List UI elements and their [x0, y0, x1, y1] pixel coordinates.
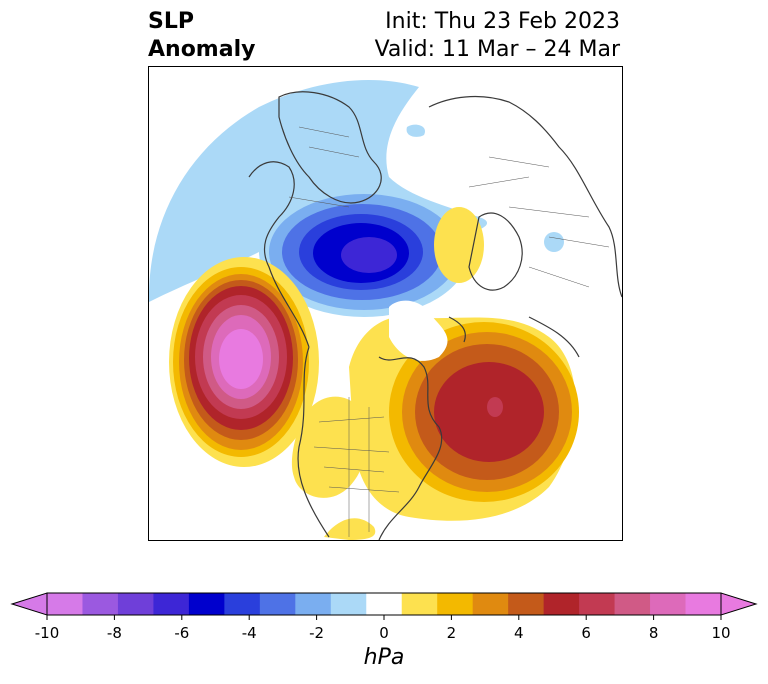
title-line-1: SLP — [148, 9, 194, 34]
colorbar-tick-label: -2 — [309, 624, 324, 642]
map-title: SLP Anomaly — [148, 8, 255, 64]
colorbar-extend-max — [720, 592, 758, 616]
colorbar-tick-label: 10 — [711, 624, 730, 642]
valid-range: Valid: 11 Mar – 24 Mar — [374, 37, 620, 62]
colorbar-tick-label: 0 — [379, 624, 389, 642]
colorbar-tick-label: 2 — [447, 624, 457, 642]
atlantic-high — [349, 316, 579, 521]
slp-anomaly-map — [148, 66, 623, 541]
colorbar-swatch — [224, 593, 261, 615]
borders — [288, 126, 610, 537]
colorbar-swatch — [508, 593, 545, 615]
coastlines — [248, 91, 622, 540]
title-line-2: Anomaly — [148, 37, 256, 62]
colorbar-unit: hPa — [363, 645, 405, 670]
colorbar-tick-label: 6 — [581, 624, 591, 642]
colorbar-swatch — [330, 593, 367, 615]
arctic-low — [259, 187, 469, 317]
colorbar-swatch — [366, 593, 403, 615]
colorbar-swatch — [259, 593, 296, 615]
colorbar-swatch — [614, 593, 651, 615]
colorbar-tick-label: 8 — [649, 624, 659, 642]
colorbar-swatch — [543, 593, 580, 615]
colorbar-swatch — [437, 593, 474, 615]
colorbar-swatch — [82, 593, 119, 615]
pacific-high — [169, 257, 319, 467]
colorbar-swatch — [401, 593, 438, 615]
colorbar-swatch — [153, 593, 190, 615]
colorbar-swatch — [472, 593, 509, 615]
colorbar-swatch — [117, 593, 154, 615]
colorbar-tick-label: 4 — [514, 624, 524, 642]
colorbar-swatch — [685, 593, 722, 615]
colorbar-swatch — [295, 593, 332, 615]
map-canvas — [149, 79, 622, 540]
colorbar-swatch — [650, 593, 687, 615]
colorbar-swatch — [47, 593, 83, 615]
colorbar-tick-label: -6 — [174, 624, 189, 642]
map-dates: Init: Thu 23 Feb 2023 Valid: 11 Mar – 24… — [375, 8, 620, 64]
colorbar-swatch — [188, 593, 225, 615]
colorbar-swatch — [579, 593, 616, 615]
colorbar-tick-label: -10 — [35, 624, 60, 642]
russia-positive — [434, 207, 484, 283]
init-date: Init: Thu 23 Feb 2023 — [385, 9, 620, 34]
colorbar-tick-label: -8 — [107, 624, 122, 642]
colorbar-extend-min — [10, 592, 48, 616]
colorbar-tick-label: -4 — [242, 624, 257, 642]
colorbar: -10 -8 -6 -4 -2 0 2 4 6 8 10 — [10, 592, 758, 642]
